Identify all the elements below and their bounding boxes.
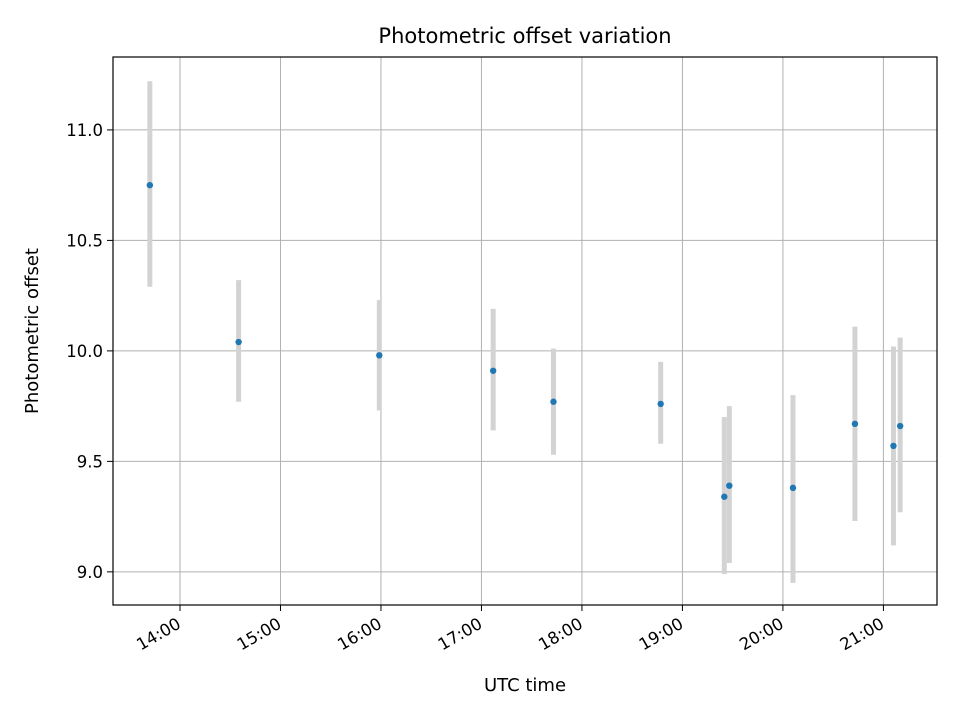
y-tick-label: 10.5 bbox=[66, 231, 103, 250]
y-axis-label: Photometric offset bbox=[22, 248, 43, 414]
y-tick-label: 9.5 bbox=[77, 452, 103, 471]
data-point bbox=[721, 493, 728, 500]
data-point bbox=[789, 484, 797, 492]
data-point bbox=[489, 367, 497, 374]
data-point bbox=[235, 338, 242, 346]
data-point bbox=[726, 482, 733, 489]
plot-frame bbox=[112, 56, 938, 606]
y-axis-ticks: 9.0 9.5 10.0 10.5 11.0 bbox=[66, 121, 113, 582]
data-point bbox=[657, 400, 664, 408]
chart-title: Photometric offset variation bbox=[378, 24, 671, 48]
data-point bbox=[376, 352, 383, 359]
data-points bbox=[146, 181, 904, 500]
y-tick-label: 10.0 bbox=[66, 342, 103, 361]
grid-lines bbox=[113, 57, 937, 605]
data-point bbox=[550, 398, 557, 405]
data-point bbox=[146, 181, 154, 189]
data-point bbox=[851, 420, 859, 428]
y-tick-label: 9.0 bbox=[77, 563, 103, 582]
x-axis-label: UTC time bbox=[484, 675, 566, 696]
y-tick-label: 11.0 bbox=[66, 121, 103, 140]
data-point bbox=[890, 442, 897, 450]
data-point bbox=[896, 422, 904, 430]
